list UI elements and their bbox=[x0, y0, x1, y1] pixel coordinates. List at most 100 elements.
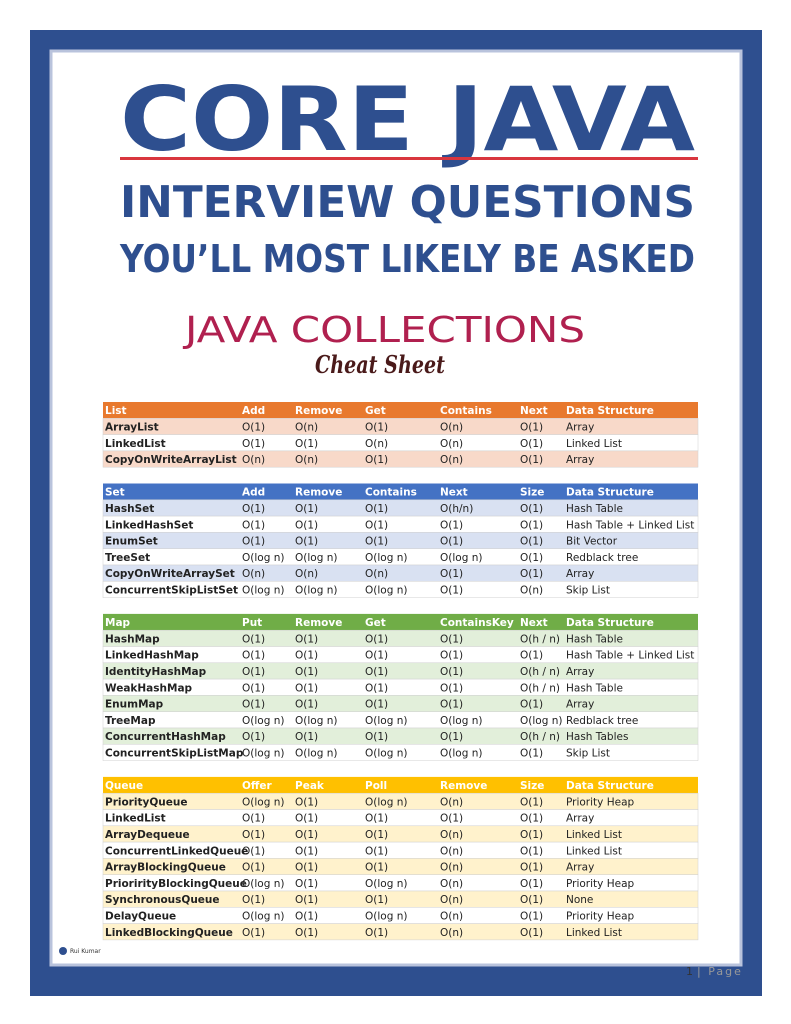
column-header: Size bbox=[520, 487, 544, 499]
cell: Linked List bbox=[566, 829, 622, 841]
cell: O(1) bbox=[440, 568, 463, 580]
cell: O(log n) bbox=[440, 747, 482, 759]
cell: ArrayDequeue bbox=[105, 829, 190, 841]
cell: O(1) bbox=[242, 536, 265, 548]
cell: O(1) bbox=[365, 927, 388, 939]
cell: O(1) bbox=[520, 813, 543, 825]
cell: O(1) bbox=[295, 438, 318, 450]
cell: O(1) bbox=[295, 699, 318, 711]
topic-sub: Cheat Sheet bbox=[315, 350, 445, 379]
author: Rui Kumar bbox=[70, 948, 101, 955]
cell: O(n) bbox=[440, 421, 463, 433]
cell: O(log n) bbox=[365, 796, 407, 808]
cell: Skip List bbox=[566, 747, 610, 759]
cell: O(1) bbox=[242, 519, 265, 531]
cell: Skip List bbox=[566, 584, 610, 596]
cell: O(1) bbox=[295, 731, 318, 743]
cell: O(1) bbox=[520, 421, 543, 433]
section-header bbox=[103, 776, 698, 794]
cell: O(1) bbox=[365, 536, 388, 548]
column-header: Next bbox=[520, 617, 548, 629]
subtitle: INTERVIEW QUESTIONS bbox=[120, 177, 695, 228]
cell: O(log n) bbox=[242, 715, 284, 727]
column-header: Peak bbox=[295, 780, 325, 792]
cell: O(log n) bbox=[295, 584, 337, 596]
column-header: Contains bbox=[440, 405, 492, 417]
cell: Hash Tables bbox=[566, 731, 628, 743]
cell: O(1) bbox=[520, 519, 543, 531]
cell: EnumSet bbox=[105, 536, 158, 548]
column-header: Set bbox=[105, 487, 125, 499]
cell: O(log n) bbox=[365, 878, 407, 890]
cell: O(1) bbox=[365, 519, 388, 531]
cell: O(n) bbox=[365, 568, 388, 580]
cell: O(1) bbox=[295, 666, 318, 678]
cell: O(n) bbox=[295, 568, 318, 580]
cell: O(log n) bbox=[440, 552, 482, 564]
cell: O(h / n) bbox=[520, 633, 560, 645]
cell: ArrayList bbox=[105, 421, 159, 433]
cell: O(1) bbox=[365, 699, 388, 711]
cell: O(1) bbox=[520, 454, 543, 466]
cell: Redblack tree bbox=[566, 552, 638, 564]
tagline: YOU’LL MOST LIKELY BE ASKED bbox=[119, 237, 695, 281]
cell: O(1) bbox=[520, 536, 543, 548]
cell: O(1) bbox=[365, 829, 388, 841]
cell: O(log n) bbox=[520, 715, 562, 727]
cell: O(log n) bbox=[242, 878, 284, 890]
cell: O(1) bbox=[440, 666, 463, 678]
cell: LinkedHashSet bbox=[105, 519, 193, 531]
cell: O(n) bbox=[242, 568, 265, 580]
cell: O(n) bbox=[440, 927, 463, 939]
cell: O(1) bbox=[242, 862, 265, 874]
cell: O(1) bbox=[520, 796, 543, 808]
cell: ArrayBlockingQueue bbox=[105, 862, 226, 874]
cell: O(n) bbox=[440, 796, 463, 808]
cell: O(1) bbox=[520, 910, 543, 922]
table-row bbox=[102, 744, 699, 761]
cell: O(log n) bbox=[242, 910, 284, 922]
cell: O(1) bbox=[520, 568, 543, 580]
cell: LinkedList bbox=[105, 438, 166, 450]
table-row bbox=[102, 923, 699, 941]
cell: O(n) bbox=[365, 438, 388, 450]
cell: O(1) bbox=[295, 894, 318, 906]
cell: O(1) bbox=[365, 682, 388, 694]
cell: Hash Table bbox=[566, 633, 623, 645]
cell: O(h / n) bbox=[520, 666, 560, 678]
cell: O(log n) bbox=[295, 747, 337, 759]
cell: O(1) bbox=[365, 503, 388, 515]
cell: PriorirityBlockingQueue bbox=[105, 878, 247, 890]
column-header: Data Structure bbox=[566, 780, 654, 792]
cell: Priority Heap bbox=[566, 796, 634, 808]
column-header: Data Structure bbox=[566, 487, 654, 499]
cell: O(1) bbox=[520, 878, 543, 890]
cell: O(n) bbox=[440, 845, 463, 857]
cell: O(1) bbox=[295, 682, 318, 694]
cell: O(h / n) bbox=[520, 682, 560, 694]
cell: TreeSet bbox=[105, 552, 150, 564]
cell: Linked List bbox=[566, 845, 622, 857]
cell: O(1) bbox=[520, 747, 543, 759]
cell: O(h/n) bbox=[440, 503, 473, 515]
cell: O(log n) bbox=[295, 552, 337, 564]
cell: O(1) bbox=[440, 633, 463, 645]
cell: O(log n) bbox=[365, 552, 407, 564]
cell: O(1) bbox=[440, 699, 463, 711]
cell: O(n) bbox=[440, 862, 463, 874]
cell: O(1) bbox=[440, 584, 463, 596]
cell: O(1) bbox=[440, 519, 463, 531]
cell: O(log n) bbox=[242, 584, 284, 596]
cell: Array bbox=[566, 862, 594, 874]
cell: LinkedList bbox=[105, 813, 166, 825]
cell: O(1) bbox=[520, 438, 543, 450]
cell: HashMap bbox=[105, 633, 160, 645]
cell: O(1) bbox=[295, 813, 318, 825]
cell: O(n) bbox=[440, 829, 463, 841]
cell: O(1) bbox=[295, 910, 318, 922]
cell: SynchronousQueue bbox=[105, 894, 220, 906]
cell: O(1) bbox=[440, 536, 463, 548]
cell: O(1) bbox=[295, 862, 318, 874]
cell: LinkedHashMap bbox=[105, 650, 199, 662]
column-header: Queue bbox=[105, 780, 143, 792]
